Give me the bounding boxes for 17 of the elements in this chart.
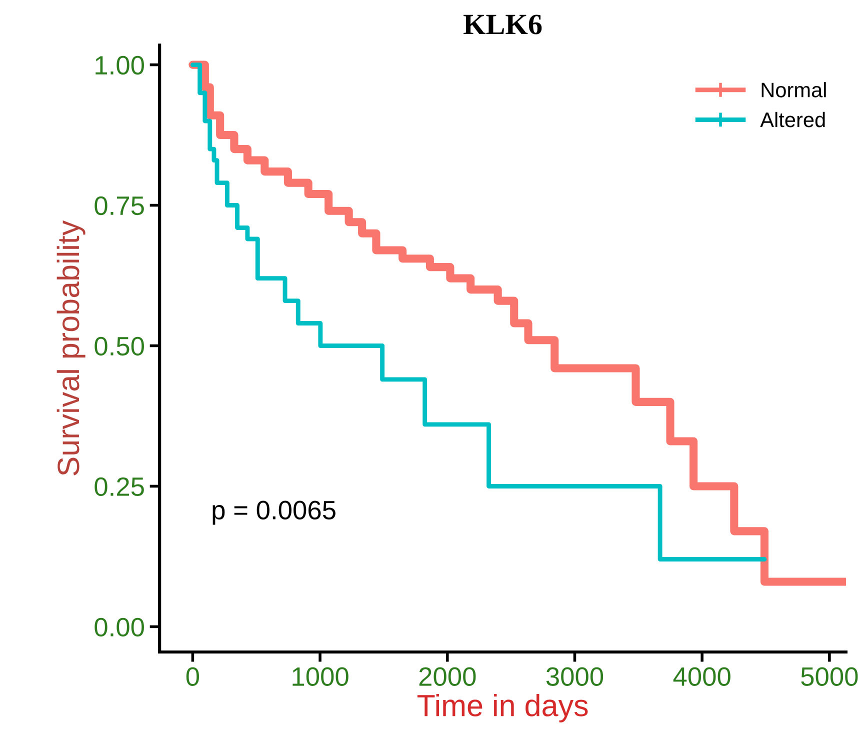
y-tick-label: 0.25: [94, 477, 144, 496]
y-tick-label: 0.00: [94, 618, 144, 637]
x-axis-title: Time in days: [417, 694, 588, 722]
y-axis-title: Survival probability: [56, 220, 86, 476]
chart-title: KLK6: [464, 14, 542, 34]
annotation: p = 0.0065: [212, 500, 336, 525]
x-tick-label: 4000: [673, 667, 730, 686]
y-tick-label: 1.00: [96, 56, 144, 75]
legend-label: Normal: [762, 82, 826, 98]
x-tick-label: 3000: [546, 667, 604, 686]
y-tick-label: 0.75: [94, 196, 144, 216]
y-tick-label: 0.50: [94, 336, 144, 356]
x-tick-label: 5000: [801, 667, 858, 686]
x-tick-label: 2000: [419, 667, 476, 686]
x-tick-label: 1000: [292, 667, 348, 686]
legend-label: Altered: [760, 112, 825, 128]
x-tick-label: 0: [186, 667, 200, 686]
